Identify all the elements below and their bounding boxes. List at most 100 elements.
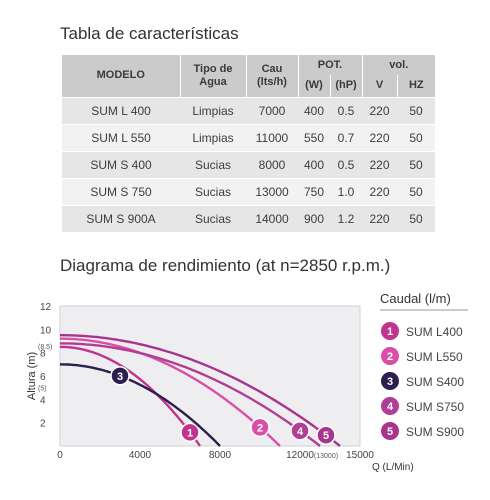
cell-v: 220 — [362, 204, 398, 232]
legend-marker — [381, 422, 399, 440]
header-hz: HZ — [396, 75, 436, 97]
table-row: SUM S 750 Sucias 13000 750 1.0 220 50 — [62, 177, 436, 205]
cell-w: 400 — [298, 96, 330, 124]
y-tick-label: 4 — [40, 395, 46, 406]
x-annotation-label: (13000) — [314, 453, 338, 460]
x-tick-label: 15000 — [346, 450, 374, 461]
series-line — [59, 342, 321, 447]
x-axis-label: Q (L/Min) — [372, 462, 414, 473]
chart-title: Diagrama de rendimiento (at n=2850 r.p.m… — [60, 256, 391, 275]
cell-hp: 1.2 — [330, 204, 363, 232]
cell-modelo: SUM S 900A — [62, 204, 180, 232]
legend-marker — [381, 372, 399, 390]
cell-cau: 13000 — [246, 177, 298, 205]
cell-hp: 0.5 — [330, 150, 363, 178]
cell-hz: 50 — [397, 150, 436, 178]
cell-w: 900 — [298, 204, 330, 232]
legend-item-label: SUM S400 — [406, 375, 464, 389]
legend-marker-label: 5 — [387, 426, 393, 438]
header-v: V — [361, 75, 398, 97]
series-marker — [180, 422, 200, 443]
legend-marker-label: 2 — [387, 351, 393, 363]
cell-modelo: SUM S 750 — [62, 177, 180, 205]
legend-item-label: SUM S750 — [406, 400, 464, 414]
legend-marker-label: 1 — [387, 326, 393, 338]
legend-title: Caudal (l/m) — [380, 291, 451, 306]
cell-v: 220 — [362, 177, 398, 205]
legend-item-label: SUM L400 — [406, 325, 463, 339]
series-marker-label: 5 — [323, 430, 329, 442]
header-cau: Cau (lts/h) — [245, 55, 298, 97]
chart-curves: 1 2 3 4 5 — [59, 334, 341, 447]
header-modelo: MODELO — [62, 55, 180, 97]
table-row: SUM S 400 Sucias 8000 400 0.5 220 50 — [62, 150, 436, 178]
cell-cau: 14000 — [246, 204, 298, 232]
cell-tipo: Limpias — [180, 96, 246, 124]
cell-w: 550 — [298, 123, 330, 151]
cell-v: 220 — [362, 123, 398, 151]
cell-w: 750 — [298, 177, 330, 205]
header-tipo: Tipo de Agua — [179, 55, 246, 97]
cell-hp: 1.0 — [330, 177, 363, 205]
table-row: SUM S 900A Sucias 14000 900 1.2 220 50 — [62, 204, 436, 232]
legend-marker-label: 4 — [387, 401, 394, 413]
y-axis-label: Altura (m) — [26, 352, 38, 400]
cell-modelo: SUM L 400 — [62, 96, 180, 124]
table-row: SUM L 400 Limpias 7000 400 0.5 220 50 — [62, 96, 436, 124]
series-line — [59, 363, 221, 447]
header-w: (W) — [297, 75, 330, 97]
y-annotation-label: (8.5) — [38, 344, 52, 351]
series-line — [59, 345, 201, 447]
plot-area — [59, 305, 361, 447]
table-title: Tabla de características — [60, 24, 239, 43]
cell-hp: 0.7 — [330, 123, 363, 151]
legend-marker — [381, 347, 399, 365]
series-line — [60, 334, 341, 447]
y-tick-label: 12 — [40, 302, 52, 313]
cell-modelo: SUM S 400 — [62, 150, 180, 178]
cell-tipo: Sucias — [180, 177, 246, 205]
cell-cau: 11000 — [246, 123, 298, 151]
legend-marker-label: 3 — [387, 376, 393, 388]
cell-tipo: Sucias — [180, 150, 246, 178]
header-vol: vol. — [361, 55, 436, 75]
y-annotation-label: (5) — [38, 386, 47, 393]
series-marker — [250, 417, 270, 438]
header-pot: POT. — [297, 55, 363, 75]
y-tick-label: 8 — [40, 349, 46, 360]
cell-hz: 50 — [397, 96, 436, 124]
cell-w: 400 — [298, 150, 330, 178]
series-marker-label: 4 — [297, 426, 304, 438]
cell-modelo: SUM L 550 — [62, 123, 180, 151]
x-tick-label: 8000 — [209, 450, 232, 461]
series-marker — [316, 425, 336, 445]
cell-v: 220 — [362, 150, 398, 178]
y-tick-label: 2 — [40, 419, 46, 430]
series-marker — [290, 421, 310, 441]
x-tick-label: 12000 — [286, 450, 314, 461]
x-tick-label: 4000 — [129, 450, 152, 461]
cell-cau: 7000 — [246, 96, 298, 124]
cell-hz: 50 — [397, 177, 436, 205]
y-tick-label: 6 — [40, 372, 46, 383]
series-marker-label: 3 — [117, 371, 123, 383]
cell-hp: 0.5 — [330, 96, 363, 124]
cell-tipo: Limpias — [180, 123, 246, 151]
cell-v: 220 — [362, 96, 398, 124]
cell-hz: 50 — [397, 204, 436, 232]
series-marker — [110, 366, 130, 386]
chart-legend: Caudal (l/m) 1 SUM L400 2 SUM L550 3 SUM S400 4… — [380, 291, 468, 440]
legend-item-label: SUM S900 — [406, 425, 464, 439]
y-tick-label: 10 — [40, 325, 52, 336]
cell-hz: 50 — [397, 123, 436, 151]
legend-item-label: SUM L550 — [406, 350, 463, 364]
series-marker-label: 1 — [187, 427, 193, 439]
series-line — [60, 337, 281, 447]
x-tick-label: 0 — [57, 450, 63, 461]
series-marker-label: 2 — [257, 422, 263, 434]
legend-marker — [381, 322, 399, 340]
cell-tipo: Sucias — [180, 204, 246, 232]
header-hp: (hP) — [329, 75, 363, 97]
legend-marker — [381, 397, 399, 415]
